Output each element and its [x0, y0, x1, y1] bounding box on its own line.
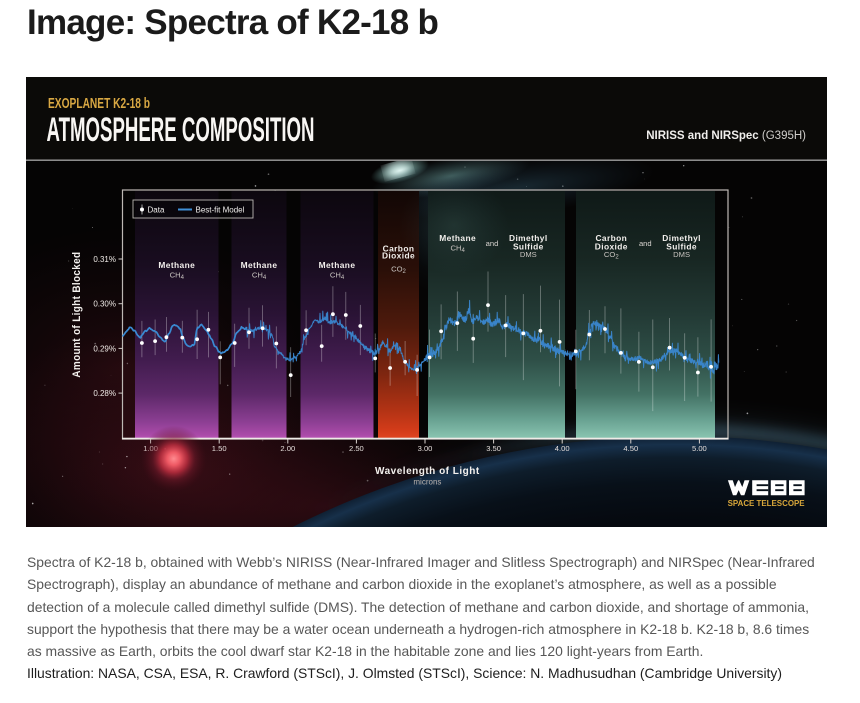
svg-text:Amount of Light Blocked: Amount of Light Blocked: [71, 252, 83, 378]
svg-text:CH4: CH4: [252, 271, 267, 282]
svg-text:Dioxide: Dioxide: [595, 242, 628, 252]
svg-text:Dimethyl: Dimethyl: [662, 233, 701, 243]
svg-text:CH4: CH4: [330, 271, 345, 282]
svg-text:Sulfide: Sulfide: [666, 242, 697, 252]
svg-text:Methane: Methane: [319, 260, 356, 270]
svg-text:4.00: 4.00: [555, 444, 570, 453]
svg-text:5.00: 5.00: [692, 444, 707, 453]
svg-text:0.30%: 0.30%: [93, 300, 116, 309]
svg-text:CO2: CO2: [604, 250, 619, 261]
svg-text:Methane: Methane: [158, 260, 195, 270]
svg-text:0.31%: 0.31%: [93, 255, 116, 264]
svg-text:EXOPLANET K2-18 b: EXOPLANET K2-18 b: [48, 96, 150, 112]
svg-text:Sulfide: Sulfide: [513, 242, 544, 252]
svg-text:2.50: 2.50: [349, 444, 364, 453]
svg-text:Methane: Methane: [439, 233, 476, 243]
svg-text:3.00: 3.00: [418, 444, 433, 453]
svg-text:microns: microns: [413, 478, 441, 487]
svg-text:Best-fit Model: Best-fit Model: [196, 206, 245, 215]
svg-text:1.50: 1.50: [212, 444, 227, 453]
svg-text:Carbon: Carbon: [595, 233, 627, 243]
svg-text:Carbon: Carbon: [383, 243, 415, 253]
svg-text:CO2: CO2: [391, 264, 406, 275]
svg-text:Dioxide: Dioxide: [382, 250, 415, 260]
svg-text:3.50: 3.50: [486, 444, 501, 453]
svg-text:Dimethyl: Dimethyl: [509, 233, 548, 243]
svg-text:Methane: Methane: [241, 260, 278, 270]
svg-text:DMS: DMS: [673, 250, 690, 259]
svg-text:2.00: 2.00: [280, 444, 295, 453]
svg-text:ATMOSPHERE COMPOSITION: ATMOSPHERE COMPOSITION: [47, 111, 315, 149]
svg-text:CH4: CH4: [170, 271, 185, 282]
svg-text:Data: Data: [148, 206, 165, 215]
svg-text:Wavelength of Light: Wavelength of Light: [375, 466, 480, 477]
svg-text:0.29%: 0.29%: [93, 344, 116, 353]
svg-text:and: and: [486, 239, 499, 248]
svg-text:0.28%: 0.28%: [93, 389, 116, 398]
svg-text:and: and: [639, 239, 652, 248]
svg-text:SPACE TELESCOPE: SPACE TELESCOPE: [728, 499, 806, 508]
svg-text:4.50: 4.50: [623, 444, 638, 453]
svg-text:CH4: CH4: [451, 244, 466, 255]
svg-text:DMS: DMS: [520, 250, 537, 259]
svg-text:NIRISS and NIRSpec (G395H): NIRISS and NIRSpec (G395H): [646, 130, 806, 142]
